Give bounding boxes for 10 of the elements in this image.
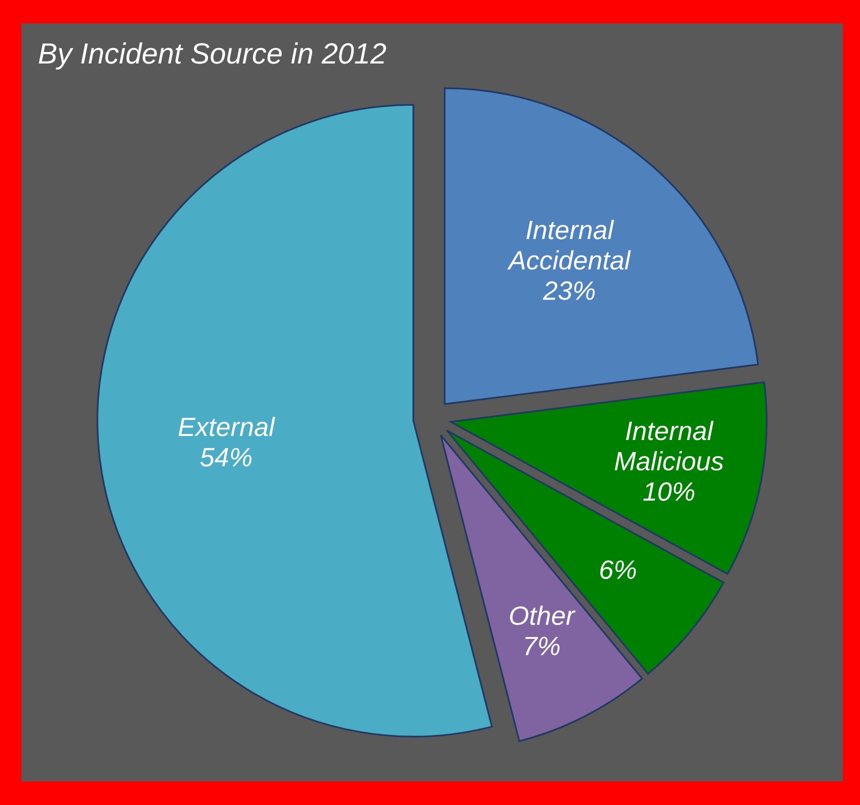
slice-label: Internal Malicious — [614, 420, 724, 471]
data-label: 23% — [542, 281, 595, 300]
data-label: 6% — [600, 560, 636, 580]
chart-title: By Incident Source in 2012 — [38, 42, 386, 70]
slice-label: Other — [510, 606, 576, 626]
slice-label: External — [178, 416, 276, 436]
data-label: 7% — [525, 636, 560, 656]
slice-label: Internal Accidental — [507, 220, 631, 270]
data-label: 54% — [200, 448, 252, 467]
data-label: 10% — [643, 482, 694, 501]
